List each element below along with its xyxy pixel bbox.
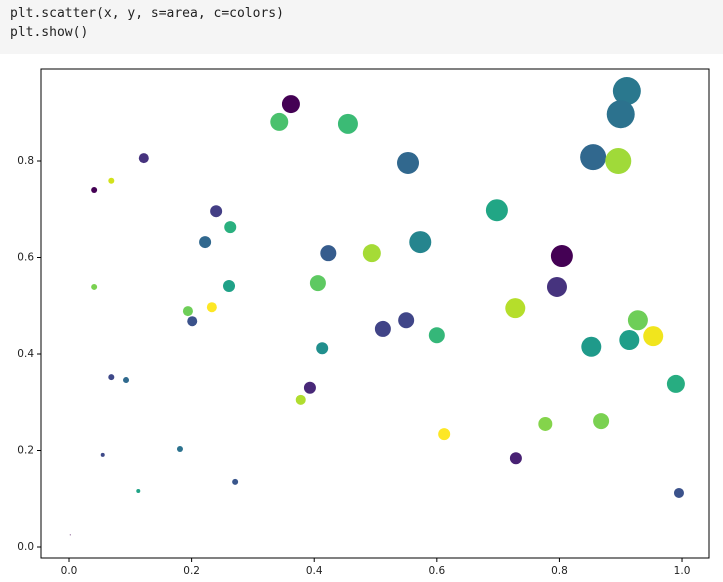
point xyxy=(69,534,71,536)
point xyxy=(210,205,223,218)
point xyxy=(136,489,141,494)
point xyxy=(100,452,105,457)
x-tick-label: 1.0 xyxy=(674,565,691,577)
point xyxy=(666,374,685,393)
point xyxy=(580,144,607,171)
point xyxy=(619,330,640,351)
point xyxy=(550,245,573,268)
point xyxy=(320,245,337,262)
point xyxy=(485,199,508,222)
point xyxy=(182,306,193,317)
point xyxy=(374,320,391,337)
point xyxy=(605,148,632,175)
point xyxy=(91,283,98,290)
point xyxy=(295,394,306,405)
x-tick-label: 0.8 xyxy=(551,565,568,577)
point xyxy=(546,276,567,297)
x-tick-label: 0.0 xyxy=(61,565,78,577)
x-tick-label: 0.2 xyxy=(183,565,200,577)
point xyxy=(108,177,115,184)
point xyxy=(362,244,381,263)
point xyxy=(398,312,415,329)
point xyxy=(206,302,217,313)
y-tick-label: 0.2 xyxy=(17,445,34,457)
axes-frame xyxy=(40,68,710,559)
point xyxy=(438,428,451,441)
point xyxy=(428,327,445,344)
y-tick-label: 0.6 xyxy=(17,252,34,264)
point xyxy=(138,153,149,164)
point xyxy=(643,326,664,347)
point xyxy=(176,446,183,453)
point xyxy=(505,298,526,319)
code-cell: plt.scatter(x, y, s=area, c=colors) plt.… xyxy=(0,0,723,54)
code-line: plt.show() xyxy=(10,25,89,40)
x-tick-label: 0.6 xyxy=(428,565,445,577)
y-tick-label: 0.8 xyxy=(17,155,34,167)
point xyxy=(581,336,602,357)
point xyxy=(397,151,420,174)
point xyxy=(199,236,212,249)
point xyxy=(123,377,130,384)
point xyxy=(509,452,522,465)
point xyxy=(281,95,300,114)
code-line: plt.scatter(x, y, s=area, c=colors) xyxy=(10,6,284,21)
point xyxy=(270,112,289,131)
point xyxy=(606,100,635,129)
point xyxy=(91,186,98,193)
point xyxy=(673,487,684,498)
point xyxy=(538,416,553,431)
point xyxy=(303,381,316,394)
point xyxy=(108,374,115,381)
point xyxy=(409,231,432,254)
point xyxy=(187,316,198,327)
point xyxy=(612,77,641,106)
point xyxy=(223,279,236,292)
point xyxy=(316,342,329,355)
point xyxy=(627,310,648,331)
point xyxy=(337,113,358,134)
point xyxy=(224,221,237,234)
point xyxy=(593,413,610,430)
y-tick-label: 0.4 xyxy=(17,348,34,360)
x-tick-label: 0.4 xyxy=(306,565,323,577)
point xyxy=(232,478,239,485)
point xyxy=(309,275,326,292)
y-tick-label: 0.0 xyxy=(17,541,34,553)
